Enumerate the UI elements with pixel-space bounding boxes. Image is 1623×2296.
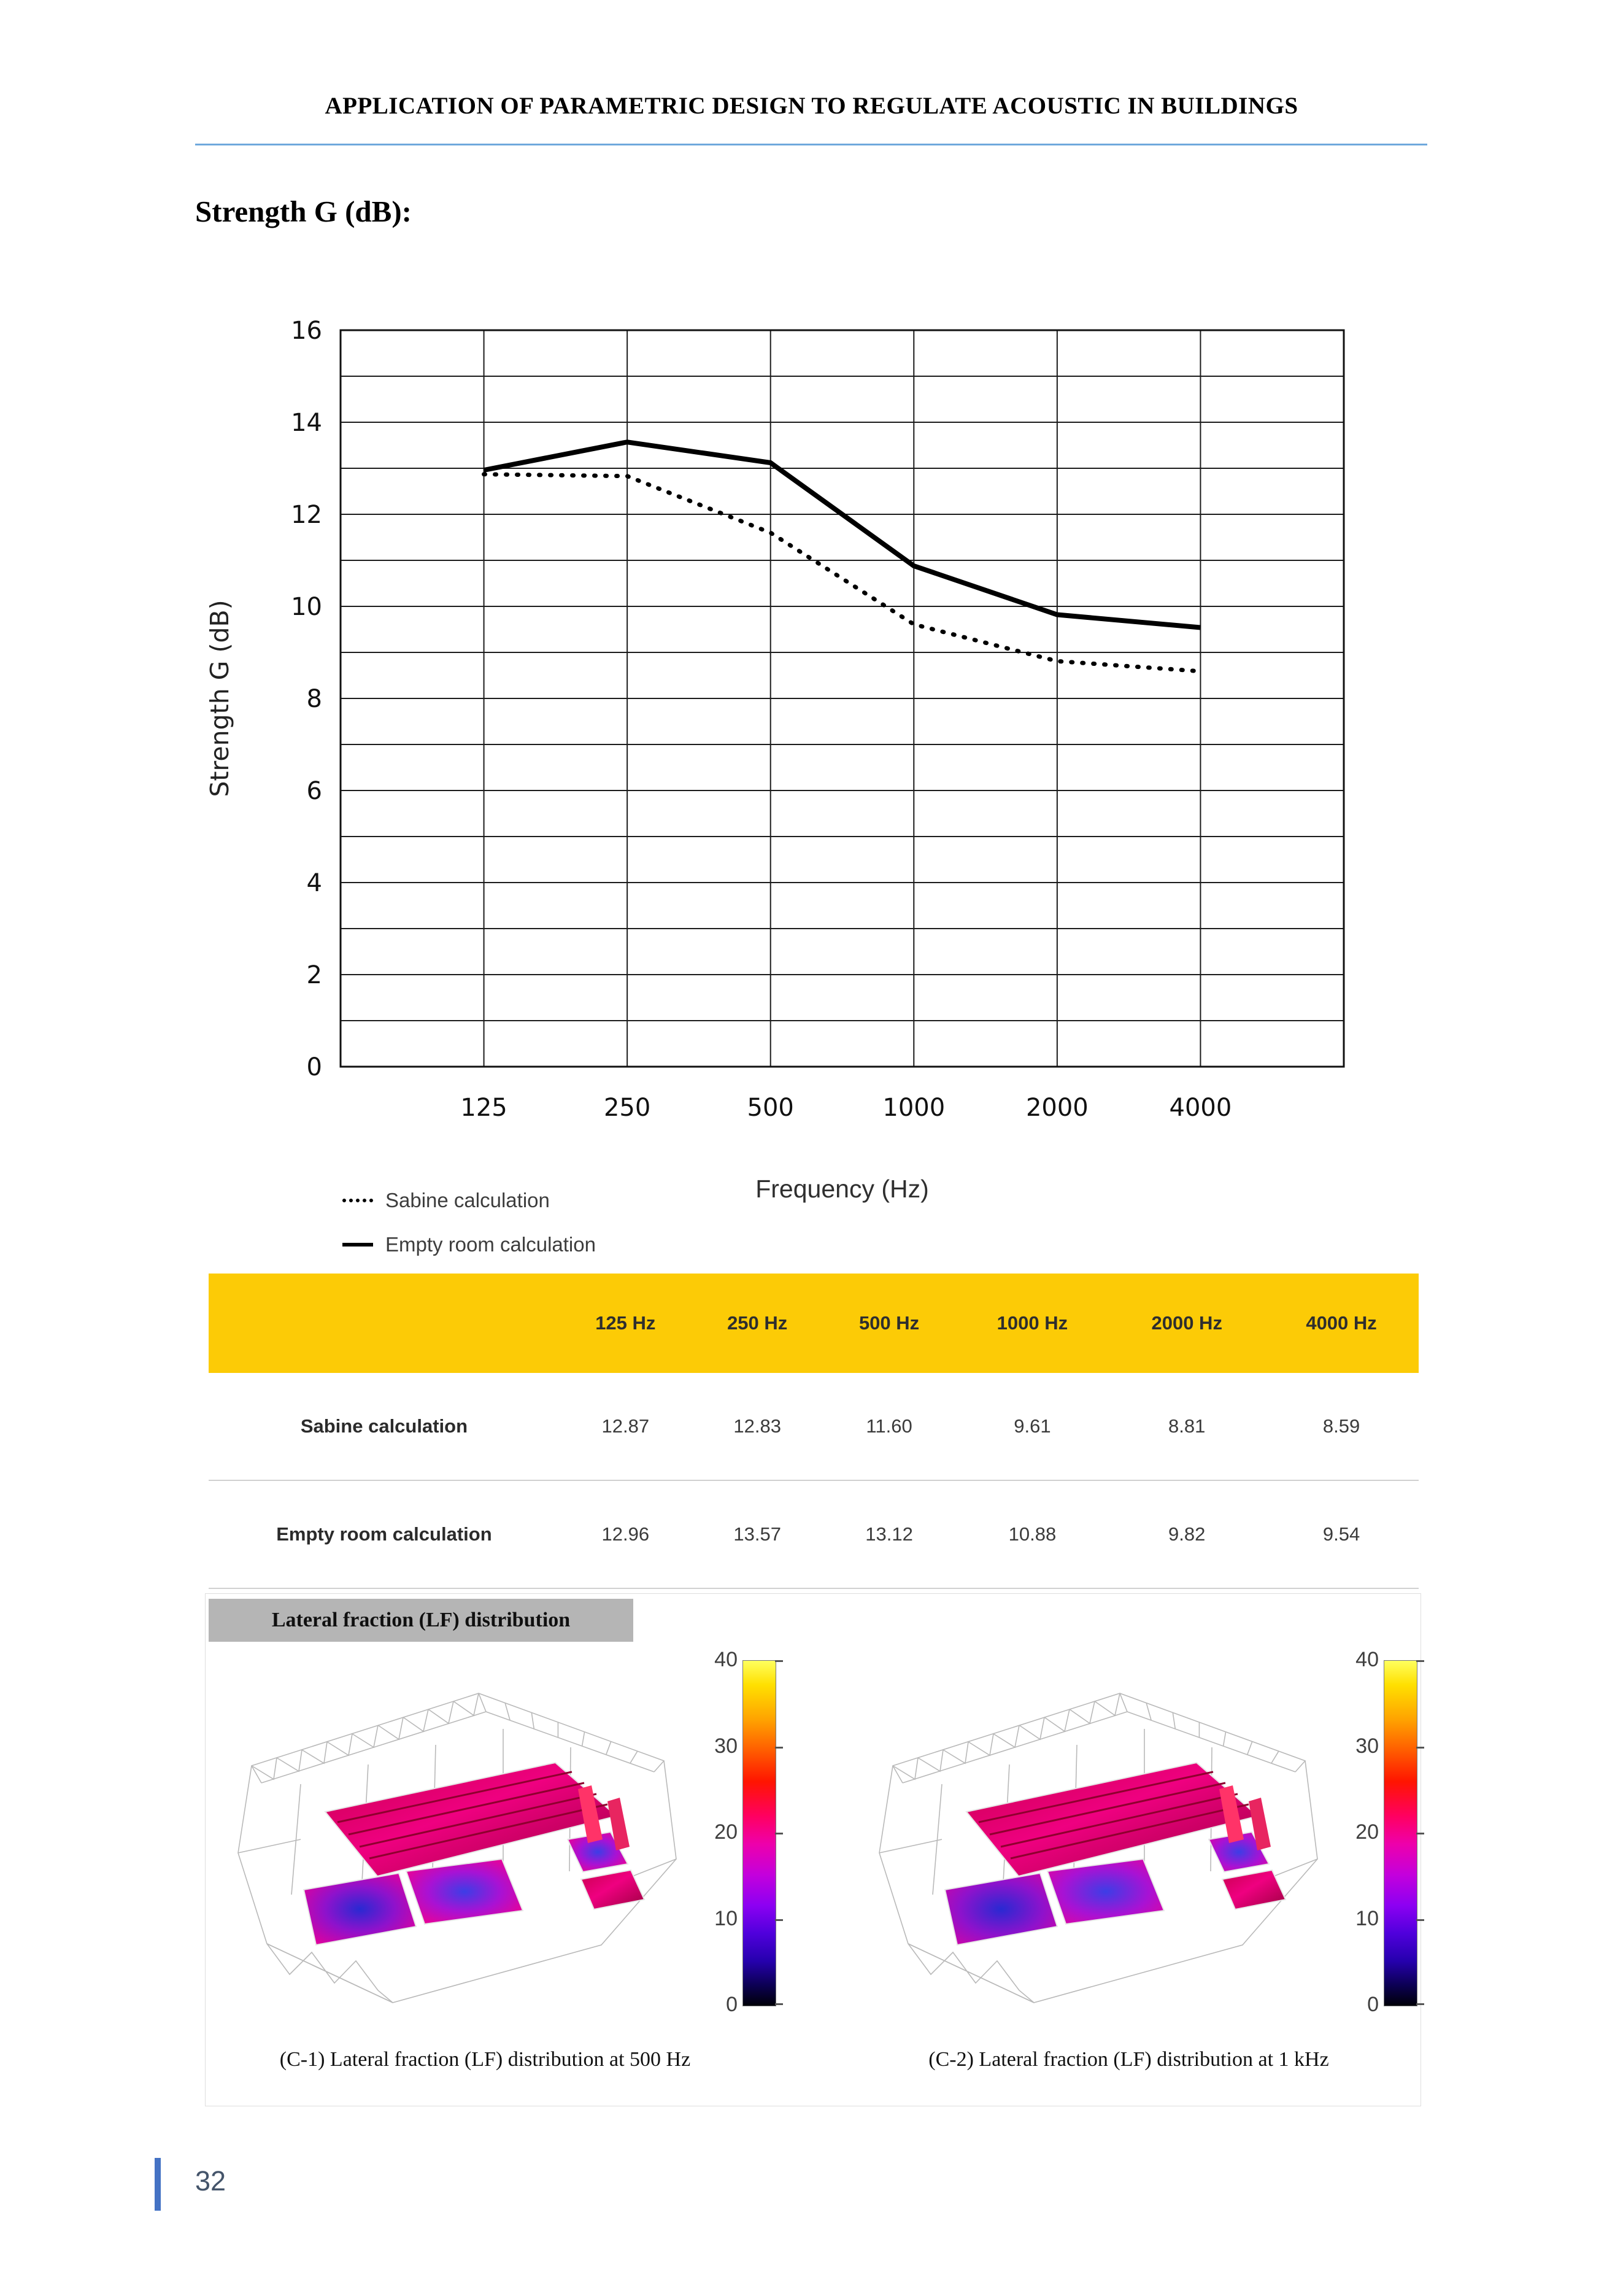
series-solid [483, 439, 1201, 630]
header-rule [195, 144, 1427, 145]
dotted-line-icon [342, 1199, 373, 1202]
table-header-cell: 125 Hz [559, 1274, 692, 1373]
colorbar-labels: 40 30 20 10 0 [1347, 1648, 1384, 2016]
lf-room-visual-500hz [237, 1693, 677, 2003]
table-cell: 11.60 [823, 1373, 955, 1481]
table-cell: 10.88 [955, 1480, 1110, 1589]
table-cell: 9.61 [955, 1373, 1110, 1481]
table-header-cell: 250 Hz [691, 1274, 823, 1373]
y-tick-label: 16 [291, 317, 322, 345]
y-tick-label: 8 [307, 685, 322, 713]
table-header-empty [209, 1274, 560, 1373]
y-tick-label: 2 [307, 961, 322, 989]
solid-line-icon [342, 1243, 373, 1247]
y-tick-label: 10 [291, 593, 322, 621]
page-number: 32 [195, 2165, 226, 2197]
table-cell: 9.54 [1264, 1480, 1419, 1589]
table-header-cell: 4000 Hz [1264, 1274, 1419, 1373]
colorbar-gradient [742, 1660, 776, 2006]
x-tick-label: 250 [604, 1094, 650, 1122]
table-row: Empty room calculation 12.96 13.57 13.12 10.… [209, 1480, 1419, 1589]
strength-chart: 16 14 12 10 8 6 4 2 0 125 250 500 1000 2000 4000 Streng… [202, 287, 1424, 1281]
series-dotted [482, 472, 1203, 674]
colorbar-tick-label: 30 [714, 1734, 738, 1758]
colorbar-tick [775, 2003, 783, 2005]
colorbar-1khz: 40 30 20 10 0 [1347, 1648, 1424, 2023]
colorbar-tick [1416, 1833, 1424, 1834]
y-tick-label: 4 [307, 869, 322, 897]
caption-c2: (C-2) Lateral fraction (LF) distribution… [928, 2048, 1329, 2071]
table-header-cell: 500 Hz [823, 1274, 955, 1373]
colorbar-tick [775, 1833, 783, 1834]
y-tick-label: 0 [307, 1053, 322, 1081]
table-cell: 13.57 [691, 1480, 823, 1589]
page-number-accent-bar [155, 2158, 161, 2211]
colorbar-tick [775, 1660, 783, 1662]
chart-canvas: 16 14 12 10 8 6 4 2 0 125 250 500 1000 2000 4000 Streng… [205, 317, 1345, 1122]
chart-x-axis-title: Frequency (Hz) [755, 1175, 929, 1203]
x-tick-label: 4000 [1170, 1094, 1232, 1122]
table-cell: 12.96 [559, 1480, 692, 1589]
table-head: 125 Hz 250 Hz 500 Hz 1000 Hz 2000 Hz 4000 Hz [209, 1274, 1419, 1373]
colorbar-tick-label: 0 [1367, 1993, 1379, 2016]
table-row: Sabine calculation 12.87 12.83 11.60 9.61 8.8… [209, 1373, 1419, 1481]
table-header-cell: 1000 Hz [955, 1274, 1110, 1373]
chart-legend: Sabine calculation Empty room calculatio… [342, 1178, 596, 1267]
caption-c1: (C-1) Lateral fraction (LF) distribution… [279, 2048, 691, 2071]
y-tick-label: 6 [307, 777, 322, 805]
chart-y-axis-title: Strength G (dB) [205, 600, 234, 797]
lf-section-title: Lateral fraction (LF) distribution [209, 1599, 633, 1642]
table-cell: 8.81 [1109, 1373, 1265, 1481]
table-body: Sabine calculation 12.87 12.83 11.60 9.61 8.8… [209, 1373, 1419, 1589]
page-header-title: APPLICATION OF PARAMETRIC DESIGN TO REGU… [325, 93, 1298, 119]
lf-panel-500hz: 40 30 20 10 0 [209, 1648, 783, 2023]
colorbar-tick [775, 1746, 783, 1749]
x-tick-label: 125 [460, 1094, 507, 1122]
legend-label-empty-room: Empty room calculation [385, 1233, 596, 1256]
section-heading: Strength G (dB): [195, 195, 412, 228]
table-cell: 12.83 [691, 1373, 823, 1481]
lf-panel-1khz: 40 30 20 10 0 [850, 1648, 1424, 2023]
table-header-cell: 2000 Hz [1109, 1274, 1265, 1373]
y-tick-label: 14 [291, 409, 322, 437]
colorbar-tick [775, 1919, 783, 1921]
colorbar-tick-label: 40 [1355, 1648, 1379, 1671]
x-tick-label: 500 [747, 1094, 794, 1122]
colorbar-tick [1416, 1746, 1424, 1749]
colorbar-tick-label: 10 [1355, 1906, 1379, 1930]
table-cell: 8.59 [1264, 1373, 1419, 1481]
colorbar-500hz: 40 30 20 10 0 [706, 1648, 783, 2023]
colorbar-bar-wrap [742, 1660, 783, 2006]
colorbar-tick-label: 20 [714, 1820, 738, 1844]
x-tick-label: 2000 [1026, 1094, 1089, 1122]
colorbar-labels: 40 30 20 10 0 [706, 1648, 742, 2016]
y-tick-label: 12 [291, 501, 322, 529]
lf-distribution-section: Lateral fraction (LF) distribution 40 30 2… [205, 1593, 1424, 2106]
legend-item-sabine: Sabine calculation [342, 1178, 596, 1223]
colorbar-tick [1416, 1919, 1424, 1921]
colorbar-bar-wrap [1384, 1660, 1424, 2006]
table-row-label: Sabine calculation [209, 1373, 560, 1481]
legend-item-empty-room: Empty room calculation [342, 1223, 596, 1267]
colorbar-tick-label: 20 [1355, 1820, 1379, 1844]
colorbar-tick-label: 40 [714, 1648, 738, 1671]
x-tick-label: 1000 [882, 1094, 945, 1122]
table-row-label: Empty room calculation [209, 1480, 560, 1589]
colorbar-tick-label: 30 [1355, 1734, 1379, 1758]
colorbar-tick [1416, 1660, 1424, 1662]
table-cell: 12.87 [559, 1373, 692, 1481]
colorbar-tick-label: 0 [726, 1993, 738, 2016]
colorbar-tick-label: 10 [714, 1906, 738, 1930]
legend-label-sabine: Sabine calculation [385, 1189, 550, 1212]
results-table: 125 Hz 250 Hz 500 Hz 1000 Hz 2000 Hz 4000 Hz … [209, 1274, 1419, 1589]
table-cell: 9.82 [1109, 1480, 1265, 1589]
table-cell: 13.12 [823, 1480, 955, 1589]
lf-room-visual-1khz [879, 1693, 1318, 2003]
colorbar-gradient [1384, 1660, 1417, 2006]
colorbar-tick [1416, 2003, 1424, 2005]
